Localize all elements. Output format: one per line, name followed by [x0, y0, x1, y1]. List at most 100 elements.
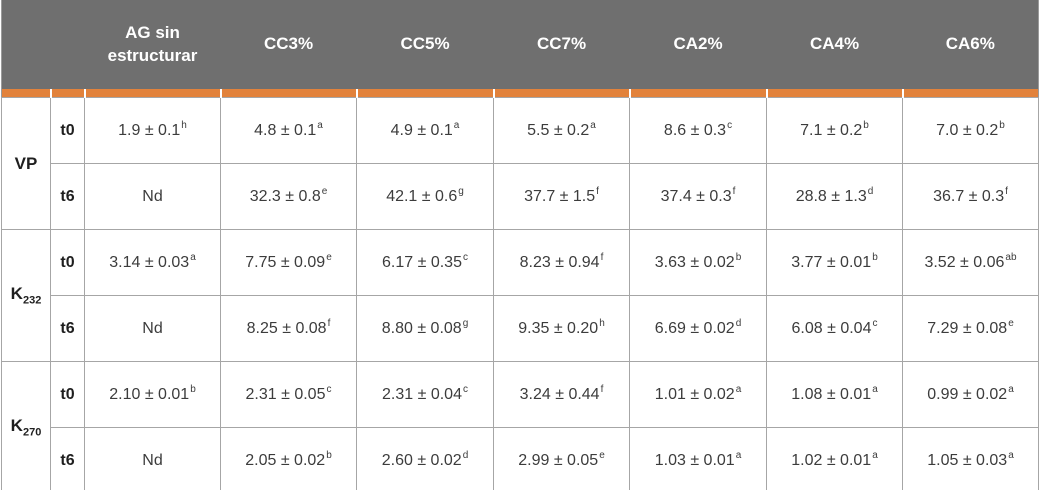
accent-bar: [628, 89, 767, 98]
value-cell: 6.08 ± 0.04c: [766, 295, 903, 362]
table-row: K232 t0 3.14 ± 0.03a 7.75 ± 0.09e 6.17 ± 0.3…: [1, 229, 1039, 362]
value-cell: 7.29 ± 0.08e: [902, 295, 1039, 362]
value-cell: 1.05 ± 0.03a: [902, 427, 1039, 490]
significance-superscript: f: [732, 186, 736, 198]
significance-superscript: d: [462, 450, 469, 462]
value-cell: 8.25 ± 0.08f: [220, 295, 357, 362]
col-header-cc3: CC3%: [220, 0, 357, 89]
table-row: t6 Nd 2.05 ± 0.02b 2.60 ± 0.02d 2.99 ± 0.05e…: [2, 427, 1039, 490]
significance-superscript: ab: [1005, 252, 1017, 264]
header-corner: [1, 0, 85, 89]
time-label: t6: [50, 163, 85, 230]
value-cell: Nd: [84, 427, 221, 490]
col-header-ca2: CA2%: [629, 0, 767, 89]
table-body: VP t0 1.9 ± 0.1h 4.8 ± 0.1a 4.9 ± 0.1a 5.5 ± …: [1, 97, 1039, 490]
value-cell: 28.8 ± 1.3d: [766, 163, 903, 230]
value-cell: 32.3 ± 0.8e: [220, 163, 357, 230]
significance-superscript: c: [462, 252, 468, 264]
value-cell: 6.17 ± 0.35c: [356, 229, 494, 296]
value-cell: 37.7 ± 1.5f: [493, 163, 630, 230]
accent-bar: [765, 89, 903, 98]
row-group-subscript: 232: [22, 294, 42, 307]
significance-superscript: h: [181, 120, 187, 132]
significance-superscript: d: [735, 318, 742, 330]
accent-divider: [1, 89, 1039, 98]
significance-superscript: b: [735, 252, 742, 264]
value-cell: 3.63 ± 0.02b: [629, 229, 767, 296]
significance-superscript: g: [458, 186, 464, 198]
significance-superscript: c: [872, 318, 878, 330]
significance-superscript: a: [735, 384, 742, 396]
value-cell: 5.5 ± 0.2a: [493, 97, 630, 164]
significance-superscript: f: [327, 318, 331, 330]
value-cell: 7.1 ± 0.2b: [766, 97, 903, 164]
value-cell: 2.31 ± 0.05c: [220, 361, 357, 428]
value-cell: 3.77 ± 0.01b: [766, 229, 903, 296]
col-header-cc7: CC7%: [493, 0, 630, 89]
value-cell: 3.14 ± 0.03a: [84, 229, 221, 296]
value-cell: 2.99 ± 0.05e: [493, 427, 630, 490]
value-cell: 2.31 ± 0.04c: [356, 361, 494, 428]
significance-superscript: d: [867, 186, 874, 198]
significance-superscript: b: [999, 120, 1005, 132]
significance-superscript: f: [596, 186, 599, 198]
value-cell: 1.9 ± 0.1h: [84, 97, 221, 164]
accent-bar: [219, 89, 357, 98]
accent-bar: [83, 89, 221, 98]
significance-superscript: e: [321, 186, 328, 198]
value-cell: 42.1 ± 0.6g: [356, 163, 494, 230]
header-row: AG sin estructurar CC3% CC5% CC7% CA2% C…: [1, 0, 1039, 89]
value-cell: Nd: [84, 295, 221, 362]
value-cell: 37.4 ± 0.3f: [629, 163, 767, 230]
significance-superscript: a: [1008, 450, 1014, 462]
significance-superscript: a: [590, 120, 596, 132]
value-cell: 1.02 ± 0.01a: [766, 427, 903, 490]
value-cell: 2.60 ± 0.02d: [356, 427, 494, 490]
value-cell: Nd: [84, 163, 221, 230]
significance-superscript: h: [599, 318, 605, 330]
significance-superscript: b: [863, 120, 869, 132]
value-cell: 3.52 ± 0.06ab: [902, 229, 1039, 296]
significance-superscript: e: [1008, 318, 1014, 330]
significance-superscript: e: [326, 252, 332, 264]
significance-superscript: a: [190, 252, 196, 264]
value-cell: 8.6 ± 0.3c: [629, 97, 767, 164]
row-group-label: K232: [1, 229, 51, 362]
table-header: AG sin estructurar CC3% CC5% CC7% CA2% C…: [1, 0, 1039, 98]
time-label: t6: [50, 295, 85, 362]
value-cell: 7.0 ± 0.2b: [902, 97, 1039, 164]
value-cell: 8.80 ± 0.08g: [356, 295, 494, 362]
significance-superscript: g: [462, 318, 469, 330]
value-cell: 8.23 ± 0.94f: [493, 229, 630, 296]
value-cell: 2.05 ± 0.02b: [220, 427, 357, 490]
accent-bar: [355, 89, 494, 98]
table-row: VP t0 1.9 ± 0.1h 4.8 ± 0.1a 4.9 ± 0.1a 5.5 ± …: [1, 97, 1039, 230]
significance-superscript: f: [600, 252, 604, 264]
significance-superscript: c: [462, 384, 468, 396]
table-row: t6 Nd 32.3 ± 0.8e 42.1 ± 0.6g 37.7 ± 1.5f 37.…: [2, 163, 1039, 230]
significance-superscript: a: [1008, 384, 1014, 396]
significance-superscript: c: [326, 384, 332, 396]
significance-superscript: a: [317, 120, 323, 132]
significance-superscript: a: [453, 120, 460, 132]
value-cell: 1.01 ± 0.02a: [629, 361, 767, 428]
significance-superscript: c: [727, 120, 733, 132]
accent-bar: [492, 89, 630, 98]
significance-superscript: b: [326, 450, 332, 462]
row-group-label: K270: [1, 361, 51, 490]
value-cell: 3.24 ± 0.44f: [493, 361, 630, 428]
col-header-ag: AG sin estructurar: [84, 0, 221, 89]
value-cell: 36.7 ± 0.3f: [902, 163, 1039, 230]
significance-superscript: e: [599, 450, 605, 462]
significance-superscript: f: [1005, 186, 1008, 198]
value-cell: 1.08 ± 0.01a: [766, 361, 903, 428]
significance-superscript: b: [872, 252, 878, 264]
accent-bar: [49, 89, 85, 98]
significance-superscript: b: [190, 384, 196, 396]
col-header-ca6: CA6%: [902, 0, 1039, 89]
value-cell: 1.03 ± 0.01a: [629, 427, 767, 490]
value-cell: 0.99 ± 0.02a: [902, 361, 1039, 428]
accent-bar: [901, 89, 1039, 98]
significance-superscript: a: [735, 450, 742, 462]
